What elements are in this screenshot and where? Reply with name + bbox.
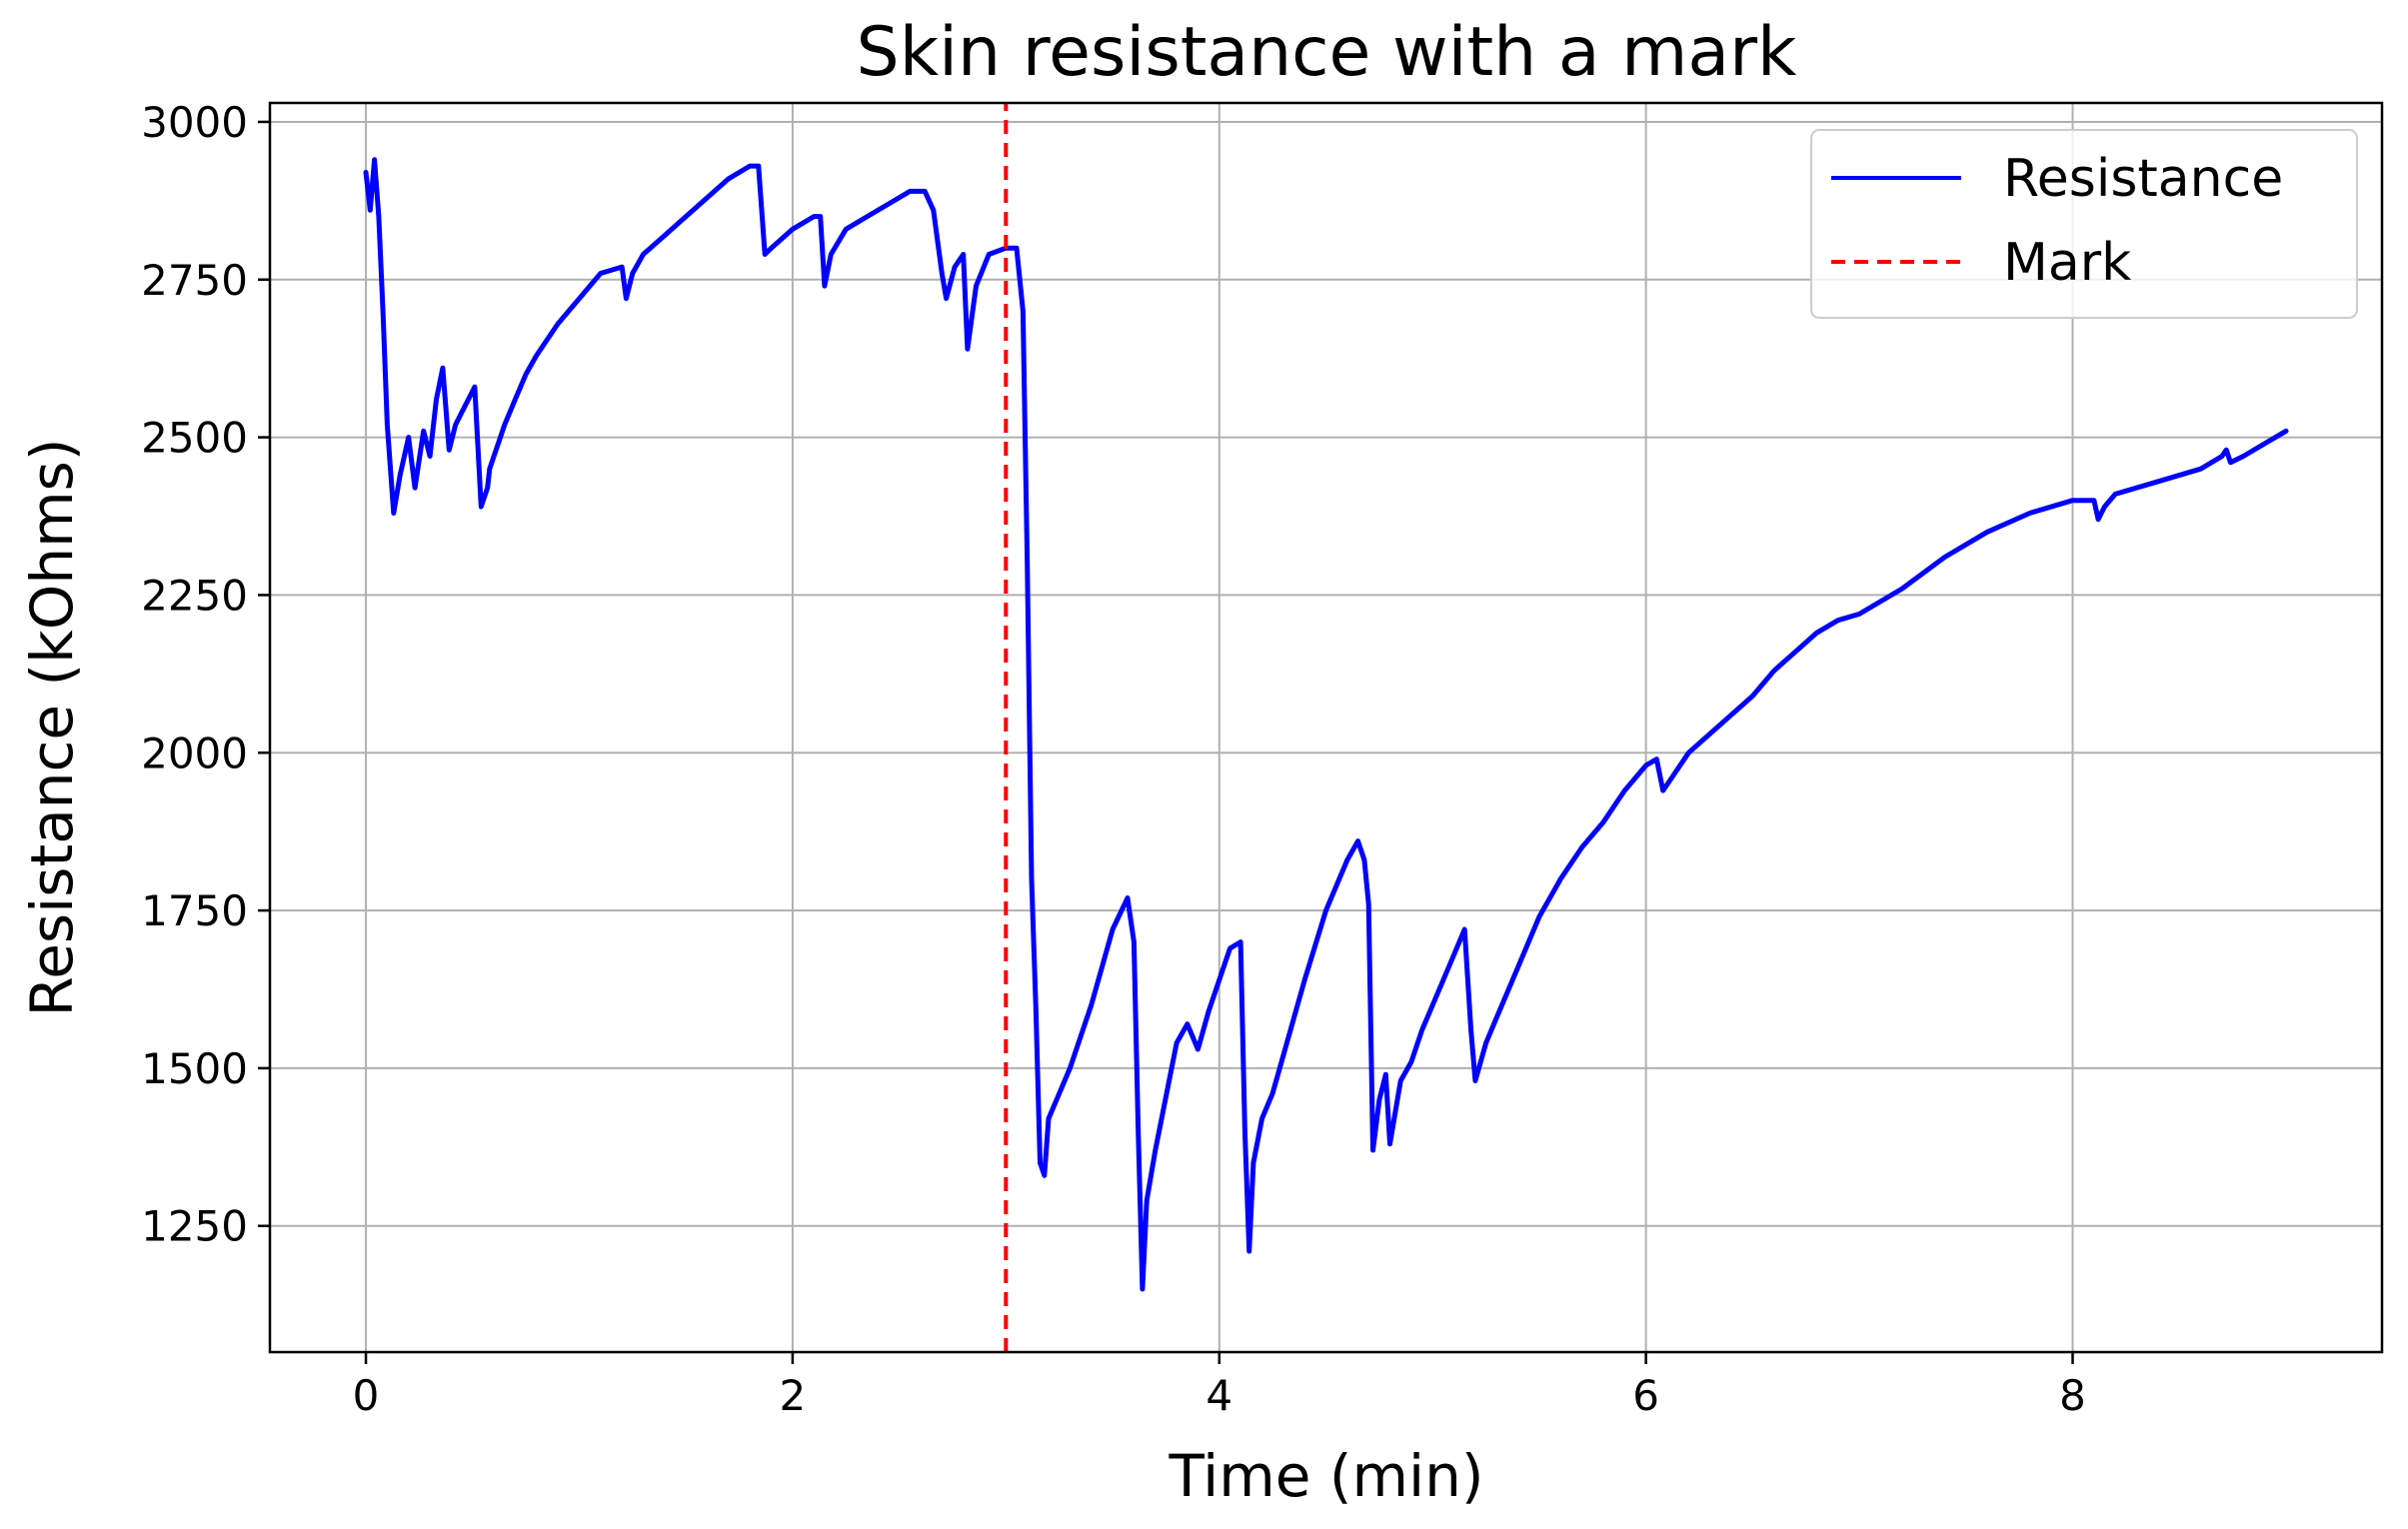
x-tick-label: 0 (353, 1371, 380, 1420)
y-tick-label: 2750 (141, 256, 248, 305)
y-axis: 1250 1500 1750 2000 2250 2500 2750 3000 (141, 98, 270, 1251)
chart-title: Skin resistance with a mark (857, 13, 1797, 92)
x-tick-label: 4 (1205, 1371, 1232, 1420)
x-tick-label: 6 (1632, 1371, 1659, 1420)
y-tick-label: 2500 (141, 414, 248, 463)
y-tick-label: 2250 (141, 571, 248, 620)
series-layer (363, 103, 2289, 1352)
y-axis-label: Resistance (kOhms) (18, 439, 86, 1017)
legend-label-mark: Mark (2003, 233, 2131, 293)
y-tick-label: 1250 (141, 1202, 248, 1251)
plot-frame (268, 101, 2384, 1354)
grid (270, 103, 2382, 1352)
y-tick-label: 3000 (141, 98, 248, 147)
legend: Resistance Mark (1810, 129, 2358, 319)
x-axis: 0 2 4 6 8 (353, 1352, 2086, 1420)
y-tick-label: 1500 (141, 1044, 248, 1093)
x-tick-label: 8 (2059, 1371, 2086, 1420)
y-tick-label: 1750 (141, 886, 248, 935)
x-axis-label: Time (min) (1168, 1442, 1483, 1510)
legend-label-resistance: Resistance (2003, 149, 2283, 209)
series-line-resistance (363, 157, 2289, 1292)
y-tick-label: 2000 (141, 729, 248, 777)
x-tick-label: 2 (780, 1371, 807, 1420)
